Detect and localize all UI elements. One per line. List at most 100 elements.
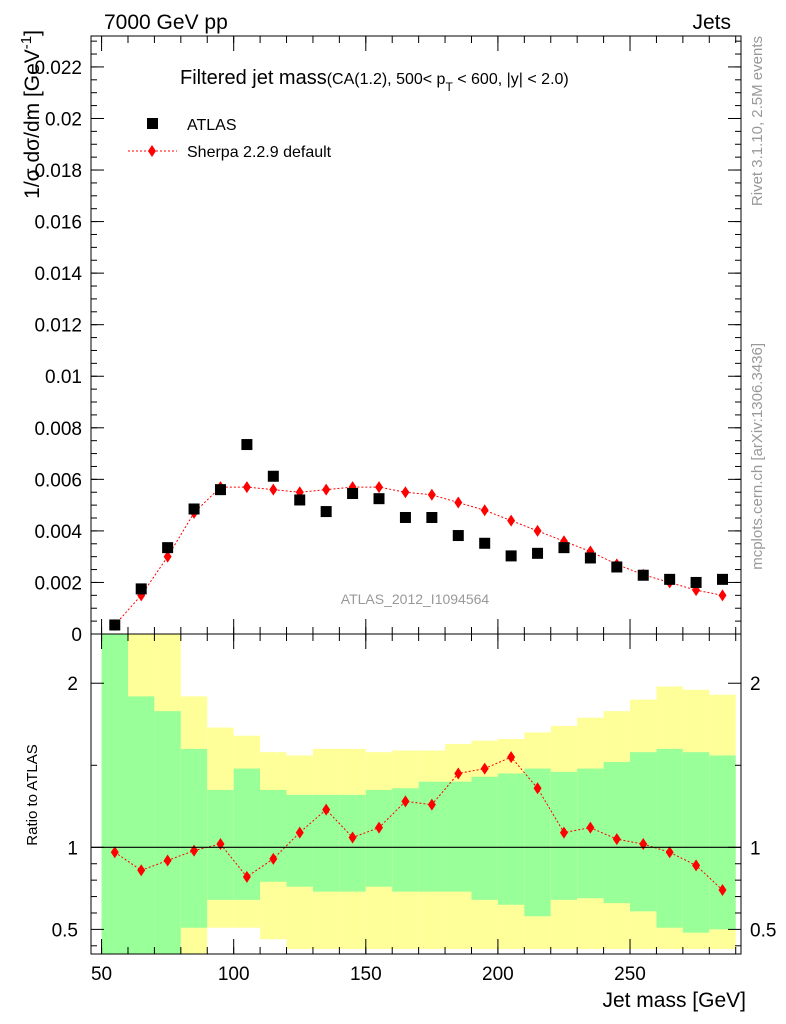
sherpa-main-point [401, 486, 410, 499]
atlas-data-point [135, 583, 147, 595]
stat-band-bin [127, 696, 155, 954]
atlas-data-point [558, 542, 570, 554]
sherpa-main-point [454, 496, 463, 509]
sherpa-main-point [718, 589, 727, 602]
sherpa-ratio-point [718, 884, 727, 896]
atlas-data-point [294, 494, 306, 506]
main-y-tick-label: 0.008 [34, 419, 82, 440]
plot-title-cuts-b: < 600, |y| < 2.0) [453, 71, 569, 88]
ratio-y-tick-label-right: 2 [750, 674, 761, 695]
main-y-axis-label-close: ] [21, 30, 44, 36]
stat-band-bin [418, 781, 446, 892]
x-axis-label: Jet mass [GeV] [602, 989, 746, 1012]
main-y-axis-label: 1/σ dσ/dm [GeV-1] [18, 30, 44, 199]
x-tick-label: 100 [218, 964, 250, 985]
sherpa-main-series [110, 481, 727, 631]
atlas-data-point [611, 561, 623, 573]
stat-band-bin [154, 711, 181, 954]
atlas-data-point [267, 470, 279, 482]
sherpa-main-point [533, 524, 542, 537]
legend-sherpa-label: Sherpa 2.2.9 default [187, 144, 332, 161]
atlas-data-point [690, 576, 702, 588]
stat-band-bin [101, 634, 128, 954]
stat-band-bin [180, 748, 208, 928]
ratio-y-tick-label-right: 1 [750, 838, 761, 859]
sherpa-main-point [507, 514, 516, 527]
main-y-tick-label: 0.016 [34, 213, 82, 234]
sherpa-ratio-point [348, 831, 357, 844]
analysis-watermark: ATLAS_2012_I1094564 [341, 591, 490, 607]
sherpa-ratio-point [692, 859, 701, 872]
energy-label: 7000 GeV pp [104, 11, 228, 34]
atlas-data-point [241, 439, 253, 451]
plot-title-main: Filtered jet mass [180, 67, 327, 89]
sherpa-ratio-point [322, 803, 331, 816]
sherpa-ratio-point [137, 864, 146, 877]
main-y-tick-label: 0.014 [34, 264, 82, 285]
sherpa-main-point [269, 483, 278, 496]
main-y-tick-label: 0.002 [34, 573, 82, 594]
process-label: Jets [692, 11, 731, 34]
sherpa-ratio-point [375, 821, 384, 834]
atlas-data-series [109, 439, 729, 631]
ratio-plot-frame [90, 633, 742, 955]
sherpa-ratio-point [401, 795, 410, 808]
ratio-y-tick-label: 0.5 [52, 920, 78, 941]
ratio-uncertainty-bands [101, 634, 736, 954]
x-tick-label: 250 [614, 964, 646, 985]
atlas-data-point [479, 537, 491, 549]
stat-band-bin [365, 789, 393, 887]
ratio-y-tick-label: 2 [67, 674, 78, 695]
atlas-data-point [214, 484, 226, 496]
legend-atlas-label: ATLAS [187, 117, 237, 134]
main-y-tick-label: 0.012 [34, 316, 82, 337]
atlas-data-point [162, 542, 174, 554]
sherpa-ratio-series [110, 751, 727, 896]
sherpa-ratio-point [480, 762, 489, 775]
main-y-tick-label: 0.022 [34, 58, 82, 79]
plot-title-cuts-a: (CA(1.2), 500< p [327, 71, 446, 88]
atlas-data-point [637, 569, 649, 581]
stat-band-bin [630, 752, 657, 912]
stat-band-bin [445, 781, 472, 892]
axis-ticks [91, 36, 741, 954]
sherpa-ratio-point [665, 846, 674, 859]
x-tick-label: 200 [482, 964, 514, 985]
rivet-version-label: Rivet 3.1.10, 2.5M events [749, 36, 766, 206]
sherpa-ratio-point [559, 826, 568, 839]
ratio-y-axis-label: Ratio to ATLAS [24, 744, 41, 845]
sherpa-main-point [480, 504, 489, 517]
main-y-tick-label: 0.006 [34, 470, 82, 491]
x-tick-label: 50 [91, 964, 112, 985]
plot-title-cuts-sub: T [445, 80, 453, 94]
stat-band-bin [260, 789, 287, 882]
main-y-axis-label-text: 1/σ dσ/dm [GeV [21, 49, 44, 199]
stat-band-bin [497, 773, 525, 905]
legend-sherpa-marker [148, 145, 156, 157]
atlas-data-point [188, 503, 200, 515]
sherpa-main-point [375, 481, 384, 494]
atlas-data-point [717, 573, 729, 585]
atlas-data-point [664, 573, 676, 585]
sherpa-ratio-point [295, 826, 304, 839]
main-y-tick-label: 0 [71, 625, 82, 646]
stat-band-bin [682, 752, 710, 933]
ratio-y-tick-label: 1 [67, 838, 78, 859]
sherpa-ratio-point [533, 782, 542, 795]
sherpa-ratio-point [110, 846, 119, 859]
main-y-axis-label-sup: -1 [18, 36, 35, 49]
atlas-data-point [347, 488, 359, 500]
atlas-data-point [426, 511, 438, 523]
stat-band-bin [709, 755, 736, 930]
sherpa-ratio-point [427, 798, 436, 811]
plot-title: Filtered jet mass(CA(1.2), 500< pT < 600… [180, 67, 569, 94]
stat-band-bin [471, 776, 498, 900]
ratio-y-tick-label-right: 0.5 [750, 920, 776, 941]
tick-labels: 0 0.002 0.004 0.006 0.008 0.01 0.012 0.014 0.016… [34, 58, 776, 985]
sherpa-ratio-point [612, 833, 621, 846]
main-y-tick-label: 0.018 [34, 161, 82, 182]
sherpa-ratio-point [163, 854, 172, 867]
main-y-tick-label: 0.004 [34, 522, 82, 543]
sherpa-ratio-point [586, 821, 595, 834]
sherpa-ratio-point [242, 870, 251, 883]
